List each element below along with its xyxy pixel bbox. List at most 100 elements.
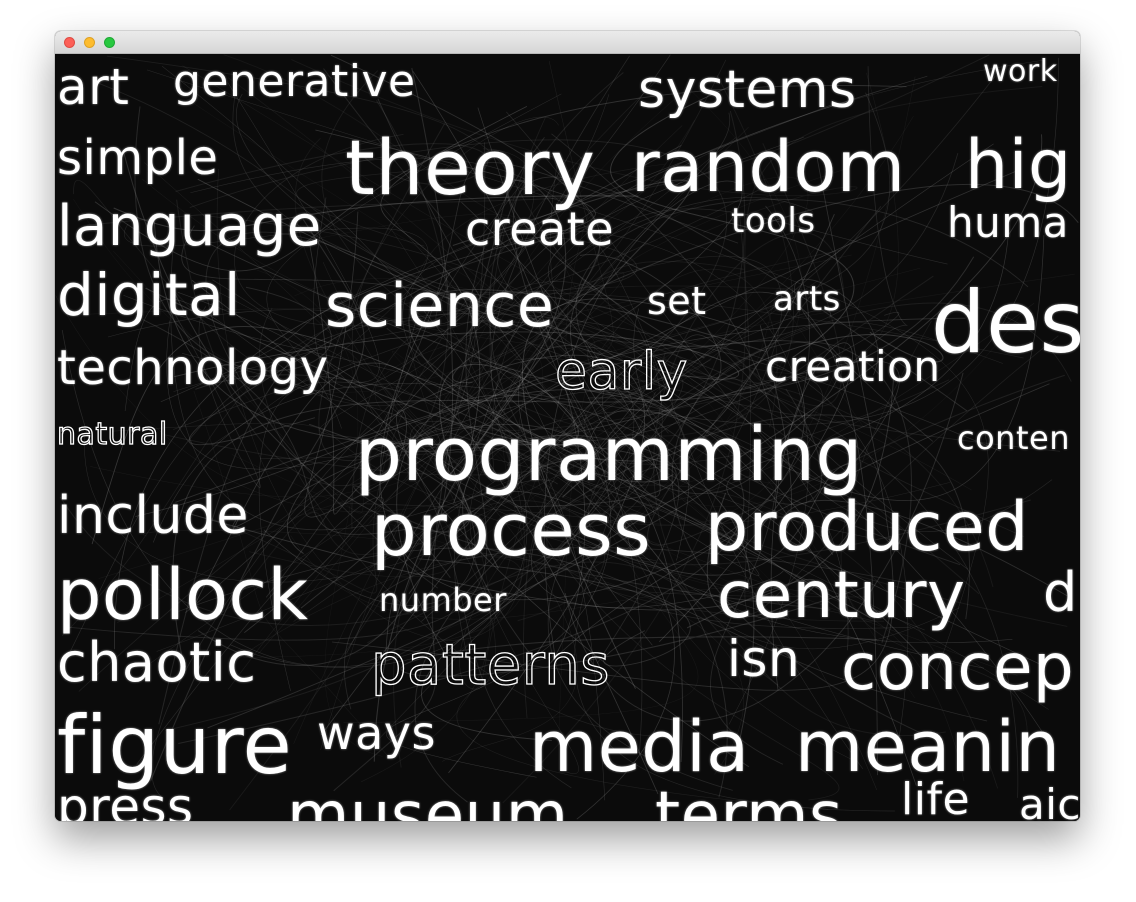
word-science: science	[325, 271, 555, 341]
word-des: des	[931, 273, 1080, 373]
strand-line	[412, 71, 1050, 664]
strand-line	[143, 529, 744, 775]
strand-line	[107, 309, 960, 650]
strand-line	[625, 88, 804, 604]
strand-line	[421, 134, 1043, 741]
strand-line	[182, 359, 895, 611]
strand-line	[216, 168, 525, 641]
strand-line	[578, 376, 912, 629]
strand-line	[738, 213, 1059, 614]
strand-line	[150, 219, 365, 781]
strand-line	[409, 142, 649, 547]
word-tools: tools	[731, 201, 816, 241]
strand-line	[584, 235, 1045, 501]
strand-line	[191, 279, 851, 576]
strand-line	[122, 149, 471, 533]
strand-line	[489, 117, 840, 801]
strand-line	[468, 148, 538, 364]
word-include: include	[57, 486, 249, 546]
strand-line	[113, 195, 639, 232]
strand-line	[176, 100, 449, 487]
word-d: d	[1043, 561, 1078, 624]
strand-line	[124, 298, 985, 669]
strand-line	[296, 167, 443, 247]
word-cloud-canvas[interactable]: art generative systems work simple theor…	[55, 54, 1080, 821]
word-systems: systems	[638, 60, 857, 120]
strand-line	[554, 285, 803, 398]
strand-line	[181, 352, 732, 541]
strand-line	[201, 240, 722, 401]
word-hig: hig	[965, 126, 1072, 205]
strand-line	[259, 307, 676, 737]
strand-line	[575, 198, 1029, 566]
word-digital: digital	[57, 261, 241, 329]
strand-line	[182, 65, 899, 375]
strand-line	[562, 331, 944, 498]
strand-line	[401, 360, 900, 469]
strand-line	[330, 54, 845, 613]
word-natural: natural	[56, 417, 168, 452]
strand-line	[160, 104, 832, 403]
strand-line	[521, 298, 748, 689]
window-titlebar	[55, 31, 1080, 54]
strand-line	[244, 409, 750, 768]
word-produced: produced	[705, 488, 1029, 567]
word-conten: conten	[957, 419, 1070, 457]
strand-line	[266, 93, 562, 429]
word-chaotic: chaotic	[57, 631, 257, 694]
strand-line	[304, 169, 1020, 518]
strand-line	[152, 57, 1059, 543]
strand-line	[377, 98, 810, 495]
strand-line	[140, 428, 852, 760]
strand-line	[506, 111, 1053, 532]
strand-line	[173, 321, 669, 434]
strand-line	[134, 106, 332, 372]
strand-line	[114, 129, 596, 650]
strand-line	[320, 291, 878, 776]
strand-line	[243, 167, 851, 658]
strand-line	[195, 374, 728, 798]
zoom-window-button[interactable]	[104, 37, 115, 48]
strand-line	[408, 289, 766, 483]
strand-line	[515, 358, 895, 812]
strand-line	[164, 434, 590, 719]
strand-line	[333, 189, 509, 792]
strand-line	[91, 326, 872, 619]
strand-line	[387, 280, 819, 690]
strand-line	[185, 75, 928, 613]
strand-line	[106, 55, 1024, 537]
strand-line	[441, 208, 948, 461]
word-concep: concep	[841, 631, 1075, 705]
word-creation: creation	[765, 342, 941, 391]
strand-line	[189, 139, 728, 517]
word-media: media	[529, 706, 750, 788]
strand-line	[531, 143, 994, 608]
word-technology: technology	[57, 340, 329, 396]
strand-line	[338, 502, 865, 598]
strand-line	[380, 106, 528, 504]
strand-line	[647, 205, 1065, 546]
word-simple: simple	[57, 130, 219, 186]
strand-line	[231, 411, 616, 606]
strand-line	[170, 241, 558, 531]
strand-line	[87, 54, 990, 226]
strand-line	[177, 291, 476, 606]
close-window-button[interactable]	[64, 37, 75, 48]
strand-line	[212, 279, 572, 789]
minimize-window-button[interactable]	[84, 37, 95, 48]
strand-line	[707, 143, 842, 432]
strand-line	[198, 173, 655, 516]
word-number: number	[379, 581, 507, 619]
strand-line	[587, 339, 980, 595]
strand-line	[551, 133, 784, 765]
strand-line	[66, 313, 1001, 659]
strand-line	[323, 68, 823, 505]
strand-line	[260, 70, 575, 460]
strand-line	[505, 126, 749, 465]
strand-line	[343, 212, 699, 723]
strand-line	[469, 320, 925, 755]
strand-line	[469, 409, 669, 774]
word-isn: isn	[727, 630, 801, 688]
word-create: create	[465, 202, 615, 256]
strand-line	[258, 290, 540, 744]
